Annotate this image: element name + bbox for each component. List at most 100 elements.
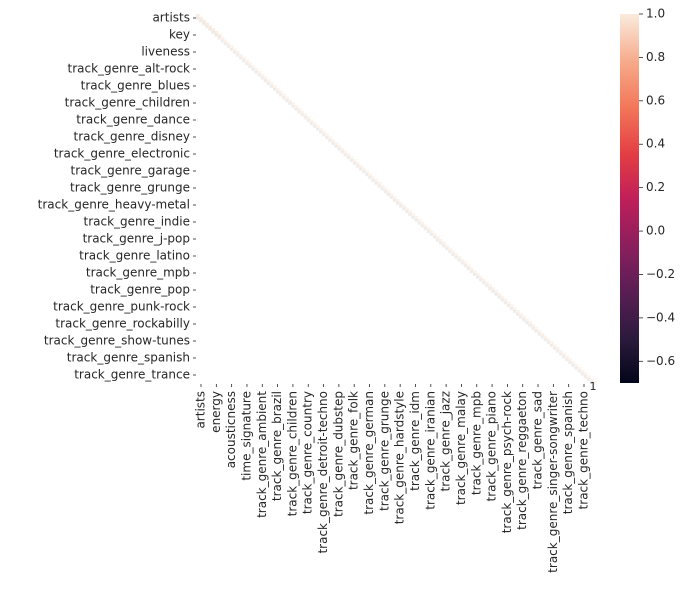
heatmap-cell: [362, 170, 366, 174]
heatmap-cell: [266, 79, 271, 83]
heatmap-cell: [266, 82, 270, 86]
heatmap-cell: [300, 113, 304, 117]
diagonal-annotation: 1: [590, 380, 597, 393]
y-tick-label: track_genre_j-pop: [83, 232, 190, 246]
heatmap-cell: [463, 261, 468, 266]
heatmap-cell: [331, 142, 335, 145]
heatmap-cell: [583, 372, 588, 377]
heatmap-cell: [445, 247, 449, 251]
heatmap-cell: [562, 352, 566, 357]
heatmap-cell: [494, 292, 498, 296]
x-tick-label: track_genre_country: [301, 391, 315, 514]
heatmap-cell: [337, 147, 341, 151]
heatmap-cell: [340, 147, 345, 152]
heatmap-cell: [272, 85, 277, 89]
heatmap-cell: [540, 335, 544, 339]
y-tick-label: liveness: [141, 45, 190, 59]
y-tick-label: track_genre_alt-rock: [68, 62, 191, 76]
heatmap-cell: [519, 312, 523, 317]
heatmap-cell: [540, 332, 545, 337]
heatmap-cell: [272, 88, 276, 91]
heatmap-cell: [552, 347, 556, 350]
y-tick-label: track_genre_mpb: [86, 266, 190, 280]
heatmap-cell: [316, 127, 320, 131]
heatmap-cell: [519, 315, 523, 319]
heatmap-cell: [516, 310, 520, 314]
heatmap-cell: [346, 153, 351, 157]
colorbar-tick-label: −0.6: [646, 354, 675, 368]
heatmap-cell: [543, 338, 547, 342]
heatmap-cell: [451, 250, 456, 254]
heatmap-cell: [282, 93, 286, 98]
heatmap-cell: [211, 31, 215, 34]
y-tick-label: track_genre_rockabilly: [55, 317, 190, 331]
heatmap-cell: [346, 156, 350, 160]
heatmap-cell: [199, 19, 203, 23]
heatmap-cell: [559, 352, 563, 356]
heatmap-cell: [479, 278, 483, 282]
y-tick-label: track_genre_spanish: [67, 351, 190, 365]
heatmap-cell: [297, 110, 301, 114]
x-tick-label: track_genre_ambient: [255, 391, 269, 518]
x-tick-label: track_genre_psych-rock: [500, 391, 514, 533]
heatmap-cell: [251, 65, 256, 69]
heatmap-cell: [417, 218, 422, 223]
heatmap-cell: [325, 133, 329, 137]
heatmap-cell: [402, 204, 406, 209]
heatmap-cell: [359, 164, 363, 169]
heatmap-cell: [263, 79, 267, 83]
heatmap-cell: [454, 255, 458, 259]
heatmap-cell: [208, 25, 212, 29]
heatmap-cell: [466, 264, 471, 268]
heatmap-cell: [476, 275, 480, 279]
y-tick-label: track_genre_dance: [76, 113, 190, 127]
x-tick-label: track_genre_children: [285, 391, 299, 516]
heatmap-cell: [420, 224, 424, 228]
heatmap-cell: [534, 327, 539, 331]
heatmap-cell: [592, 381, 597, 385]
heatmap-cell: [294, 107, 298, 111]
heatmap-cell: [276, 90, 280, 94]
heatmap-cell: [522, 318, 526, 322]
y-tick-label: track_genre_electronic: [54, 147, 190, 161]
heatmap-cell: [325, 136, 329, 140]
heatmap-cell: [368, 173, 372, 177]
heatmap-cell: [356, 164, 360, 168]
heatmap-cell: [257, 70, 262, 75]
heatmap-cell: [516, 312, 520, 316]
colorbar: 1.0 0.8 0.6 0.4 0.2 0.0 −0.2 −0.4 −0.6: [620, 7, 675, 383]
y-tick-label: track_genre_blues: [81, 79, 190, 93]
heatmap-cell: [491, 290, 495, 293]
heatmap-cell: [549, 341, 554, 345]
heatmap-cell: [349, 159, 353, 162]
heatmap-cell: [512, 307, 517, 311]
heatmap-cell: [556, 347, 560, 351]
heatmap-cell: [531, 327, 535, 330]
heatmap-cell: [236, 53, 240, 57]
heatmap-cell: [405, 207, 409, 211]
colorbar-tick-label: 0.6: [646, 93, 665, 107]
heatmap-cell: [309, 119, 314, 123]
heatmap-cell: [232, 48, 237, 52]
heatmap-cell: [359, 167, 363, 171]
heatmap-cell: [488, 284, 492, 288]
heatmap-cell: [389, 193, 394, 197]
heatmap-cell: [248, 65, 252, 69]
colorbar-tick-label: 0.4: [646, 137, 665, 151]
heatmap-cell: [411, 213, 416, 217]
heatmap-cell: [380, 184, 385, 189]
y-tick-label: track_genre_punk-rock: [53, 300, 190, 314]
heatmap-cell: [485, 281, 489, 285]
heatmap-cell: [436, 238, 440, 242]
heatmap-cell: [217, 33, 222, 38]
x-tick-label: track_genre_folk: [347, 391, 361, 490]
heatmap-cell: [399, 204, 403, 208]
heatmap-cell: [537, 329, 542, 334]
heatmap-cell: [488, 287, 492, 291]
heatmap-cell: [316, 125, 320, 129]
x-tick-label: track_genre_detroit-techno: [316, 391, 330, 554]
heatmap-cell: [528, 324, 532, 328]
heatmap-cell: [571, 364, 575, 367]
heatmap-cell: [263, 76, 268, 81]
heatmap-cell: [371, 179, 375, 182]
